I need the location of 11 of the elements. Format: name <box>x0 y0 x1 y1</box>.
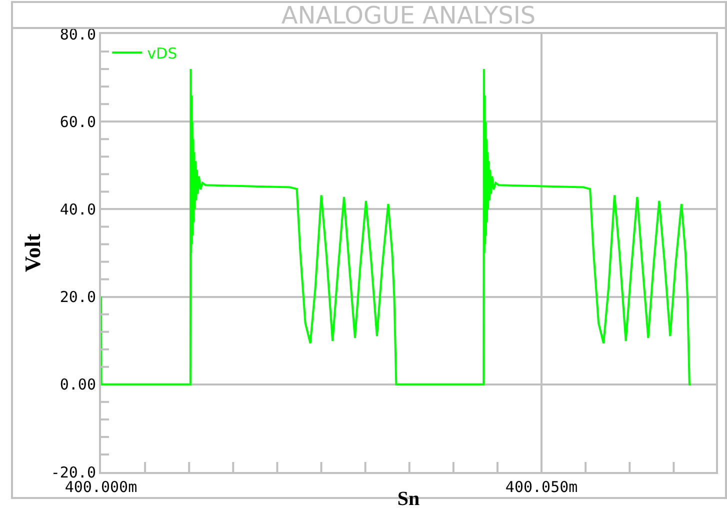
y-tick-label: 60.0 <box>60 112 96 131</box>
y-tick-label: 20.0 <box>60 288 96 306</box>
chart-title: ANALOGUE ANALYSIS <box>281 1 536 30</box>
legend-label: vDS <box>147 44 178 62</box>
x-axis-title: Sn <box>397 488 420 510</box>
y-tick-label: 40.0 <box>60 200 96 218</box>
y-tick-label: 0.00 <box>60 376 96 394</box>
line-series <box>101 68 692 386</box>
y-axis-title: Volt <box>20 233 46 272</box>
y-tick-label: 80.0 <box>60 25 96 44</box>
x-tick-label: 400.050m <box>505 478 578 496</box>
